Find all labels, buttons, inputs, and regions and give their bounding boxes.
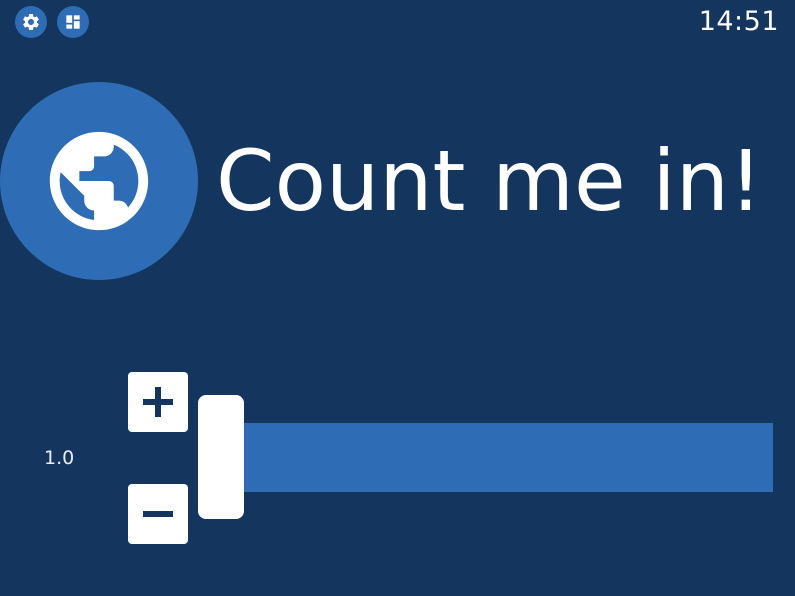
dashboard-icon bbox=[66, 15, 80, 29]
increment-button[interactable] bbox=[128, 372, 188, 432]
decrement-button[interactable] bbox=[128, 484, 188, 544]
globe-icon bbox=[49, 131, 149, 231]
slider-handle[interactable] bbox=[198, 395, 244, 519]
page-title: Count me in! bbox=[216, 132, 763, 230]
slider-track[interactable] bbox=[242, 423, 773, 492]
slider-value: 1.0 bbox=[44, 447, 75, 469]
globe-badge bbox=[0, 82, 198, 280]
dashboard-button[interactable] bbox=[57, 6, 89, 38]
clock: 14:51 bbox=[698, 6, 779, 37]
settings-button[interactable] bbox=[15, 6, 47, 38]
plus-icon bbox=[143, 387, 173, 417]
gear-icon bbox=[23, 13, 39, 30]
minus-icon bbox=[143, 511, 173, 517]
